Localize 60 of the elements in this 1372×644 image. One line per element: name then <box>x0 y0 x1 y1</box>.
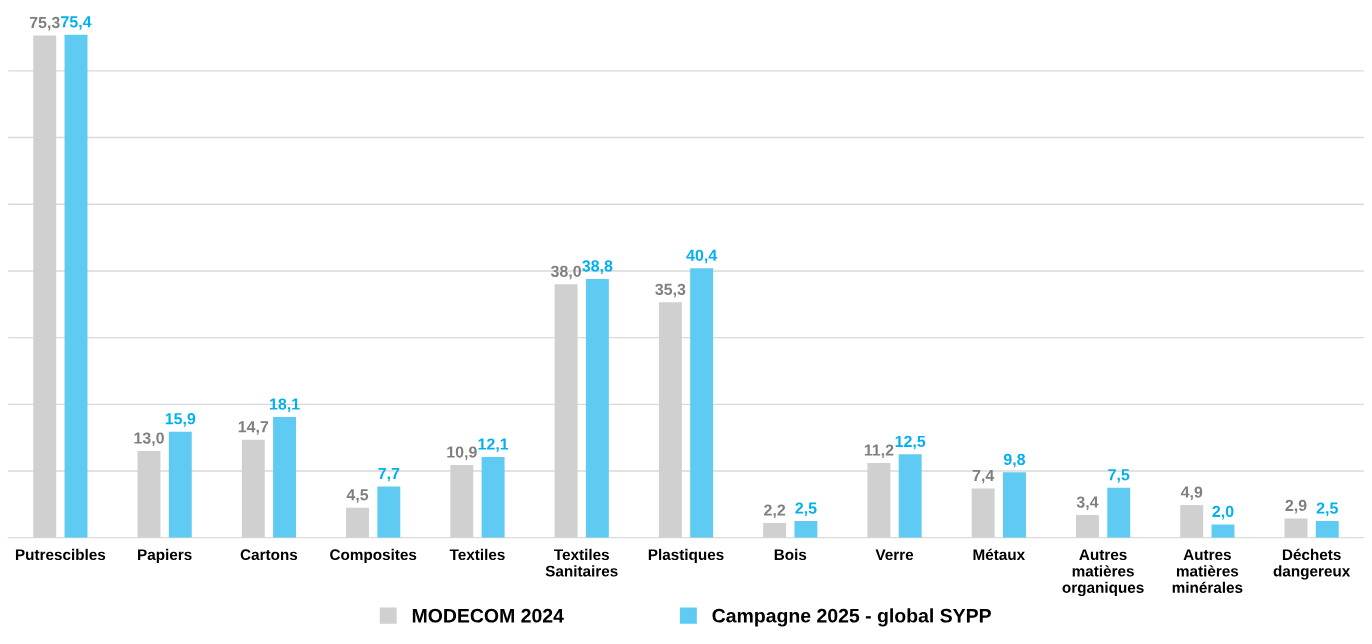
data-label: 40,4 <box>686 249 718 264</box>
data-label: 18,1 <box>270 398 300 412</box>
data-label: 13,0 <box>134 432 164 447</box>
x-tick-label: Bois <box>774 548 807 561</box>
data-label: 2,5 <box>795 502 817 517</box>
bar <box>585 278 609 538</box>
data-label: 12,5 <box>895 435 926 450</box>
data-label: 38,8 <box>582 260 613 274</box>
bar <box>1107 487 1131 538</box>
x-tick-label: Composites <box>330 548 417 564</box>
data-label: 38,0 <box>550 265 581 280</box>
bar <box>64 34 88 538</box>
data-label: 2,2 <box>764 504 786 519</box>
data-label: 15,9 <box>165 413 196 427</box>
x-tick-label: Textiles Sanitaires <box>545 548 618 577</box>
bar <box>1180 505 1204 538</box>
data-label: 2,9 <box>1285 499 1307 514</box>
data-label: 14,7 <box>238 421 269 435</box>
data-label: 35,3 <box>655 283 686 298</box>
bar <box>794 521 818 538</box>
x-tick-label: Papiers <box>138 548 192 564</box>
bar <box>346 507 370 538</box>
bar <box>763 523 787 538</box>
x-tick-label: Déchets dangereux <box>1273 548 1351 580</box>
data-label: 4,9 <box>1180 486 1203 501</box>
bar <box>971 488 995 538</box>
bar <box>377 486 401 538</box>
x-tick-label: Métaux <box>973 548 1026 561</box>
x-tick-label: Verre <box>875 549 914 561</box>
bar <box>1315 521 1339 538</box>
data-label: 7,5 <box>1108 469 1130 483</box>
bar <box>1284 518 1308 538</box>
data-label: 75,3 <box>29 16 60 31</box>
data-label: 7,7 <box>378 467 400 482</box>
x-tick-label: Autres matières organiques <box>1062 549 1144 597</box>
data-label: 3,4 <box>1076 496 1099 511</box>
bar <box>898 454 922 538</box>
data-label: 12,1 <box>478 438 509 453</box>
bar <box>168 431 192 538</box>
bar <box>1211 524 1235 538</box>
data-label: 2,0 <box>1212 505 1234 520</box>
bar <box>1002 472 1026 538</box>
data-label: 9,8 <box>1003 453 1026 468</box>
x-tick-label: Plastiques <box>648 548 724 564</box>
legend-label: Campagne 2025 - global SYPP <box>712 608 991 627</box>
data-label: 2,5 <box>1316 502 1338 517</box>
x-tick-label: Textiles <box>449 548 505 561</box>
data-label: 11,2 <box>864 444 894 459</box>
data-label: 75,4 <box>61 16 92 30</box>
bar <box>1075 515 1099 538</box>
x-tick-label: Cartons <box>240 549 298 561</box>
data-label: 4,5 <box>346 489 369 503</box>
bar <box>481 457 505 538</box>
legend-label: MODECOM 2024 <box>412 608 564 623</box>
data-label: 7,4 <box>972 469 995 484</box>
bar <box>273 417 297 538</box>
x-tick-label: Putrescibles <box>15 548 106 561</box>
x-tick-label: Autres matières minérales <box>1172 549 1243 593</box>
bar <box>690 268 714 538</box>
data-label: 10,9 <box>447 446 477 461</box>
